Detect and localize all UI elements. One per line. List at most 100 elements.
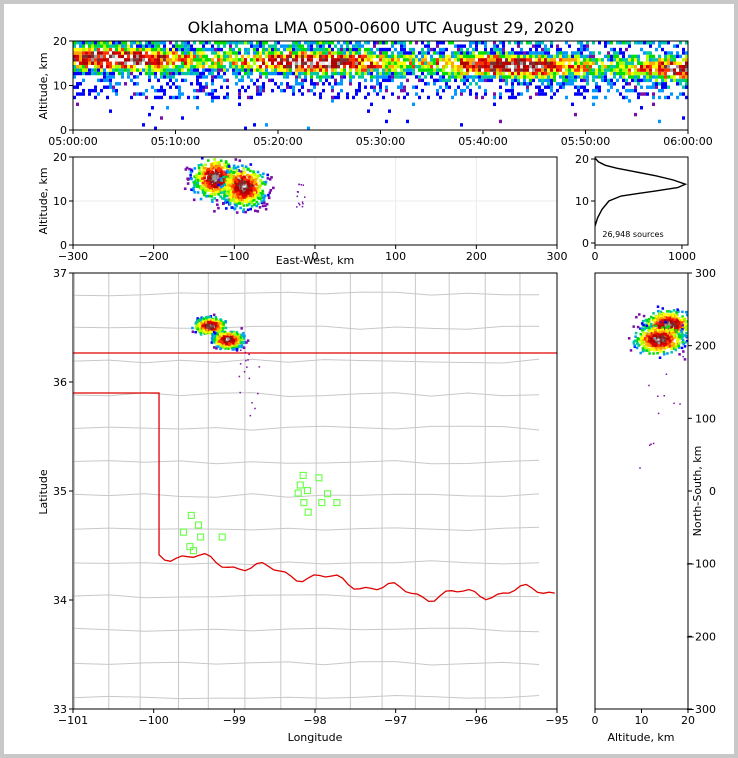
density-cell	[214, 75, 217, 79]
density-cell	[246, 180, 250, 184]
density-cell	[607, 68, 610, 72]
density-cell	[659, 315, 663, 318]
density-cell	[681, 338, 685, 342]
density-cell	[216, 176, 220, 180]
density-cell	[229, 61, 232, 65]
density-cell	[499, 75, 502, 79]
density-cell	[463, 44, 466, 48]
density-cell	[301, 92, 304, 96]
density-cell	[358, 88, 361, 93]
density-cell	[259, 41, 262, 45]
density-cell	[130, 68, 133, 72]
density-cell	[547, 64, 550, 69]
density-cell	[193, 47, 196, 52]
density-cell	[226, 198, 229, 202]
density-cell	[322, 58, 325, 62]
density-cell	[190, 169, 194, 173]
density-cell	[478, 68, 481, 72]
density-cell	[210, 173, 213, 177]
density-cell	[604, 75, 607, 79]
density-cell	[193, 68, 196, 72]
density-cell	[655, 68, 658, 72]
density-cell	[652, 41, 655, 45]
density-cell	[94, 68, 97, 72]
density-cell	[382, 54, 385, 59]
density-cell	[198, 172, 201, 175]
density-cell	[249, 187, 252, 190]
density-cell	[385, 64, 388, 69]
density-cell	[76, 64, 79, 69]
density-cell	[184, 54, 187, 59]
density-cell	[586, 78, 589, 83]
density-cell	[253, 68, 256, 72]
density-cell	[232, 170, 236, 174]
density-cell	[544, 64, 547, 69]
density-cell	[580, 85, 583, 89]
density-cell	[532, 51, 535, 55]
density-cell	[175, 71, 178, 76]
density-cell	[124, 61, 127, 65]
density-cell	[73, 85, 76, 89]
density-cell	[139, 41, 142, 45]
density-cell	[424, 75, 427, 79]
density-cell	[642, 319, 645, 323]
density-cell	[475, 71, 478, 76]
density-cell	[619, 68, 622, 72]
density-cell	[118, 68, 121, 72]
density-cell	[671, 317, 674, 321]
density-cell	[631, 78, 634, 83]
density-cell	[457, 51, 460, 55]
density-cell	[166, 71, 169, 76]
density-cell	[678, 322, 682, 325]
density-cell	[262, 51, 265, 55]
density-cell	[409, 47, 412, 52]
density-cell	[442, 88, 445, 93]
density-cell	[646, 71, 649, 76]
density-cell	[115, 41, 118, 45]
density-cell	[112, 54, 115, 59]
density-cell	[556, 64, 559, 69]
density-cell	[568, 68, 571, 72]
density-cell	[240, 341, 244, 344]
density-cell	[673, 324, 677, 328]
density-cell	[229, 54, 232, 59]
density-cell	[689, 321, 692, 324]
density-cell	[211, 185, 215, 189]
density-cell	[652, 64, 655, 69]
density-cell	[295, 78, 298, 83]
density-cell	[229, 180, 233, 183]
density-cell	[658, 64, 661, 69]
density-cell	[661, 326, 664, 329]
density-cell	[203, 325, 206, 328]
density-cell	[562, 78, 565, 83]
density-cell	[121, 51, 124, 55]
density-cell	[466, 47, 469, 52]
density-cell	[337, 82, 340, 86]
density-cell	[94, 88, 97, 93]
density-cell	[454, 88, 457, 93]
density-cell	[364, 41, 367, 45]
density-cell	[262, 199, 266, 203]
density-cell	[211, 58, 214, 62]
density-cell	[139, 61, 142, 65]
density-cell	[379, 47, 382, 52]
density-cell	[100, 68, 103, 72]
density-cell	[136, 82, 139, 86]
density-cell	[229, 170, 233, 173]
density-cell	[496, 71, 499, 76]
density-cell	[667, 316, 670, 320]
density-cell	[463, 88, 466, 93]
density-cell	[427, 64, 430, 69]
density-cell	[586, 68, 589, 72]
density-cell	[214, 54, 217, 59]
density-cell	[523, 51, 526, 55]
density-cell	[103, 78, 106, 83]
density-cell	[193, 51, 196, 55]
density-cell	[367, 109, 370, 113]
density-cell	[242, 210, 245, 213]
density-cell	[376, 75, 379, 79]
density-cell	[508, 71, 511, 76]
density-cell	[133, 58, 136, 62]
density-cell	[538, 78, 541, 83]
density-cell	[663, 316, 667, 319]
